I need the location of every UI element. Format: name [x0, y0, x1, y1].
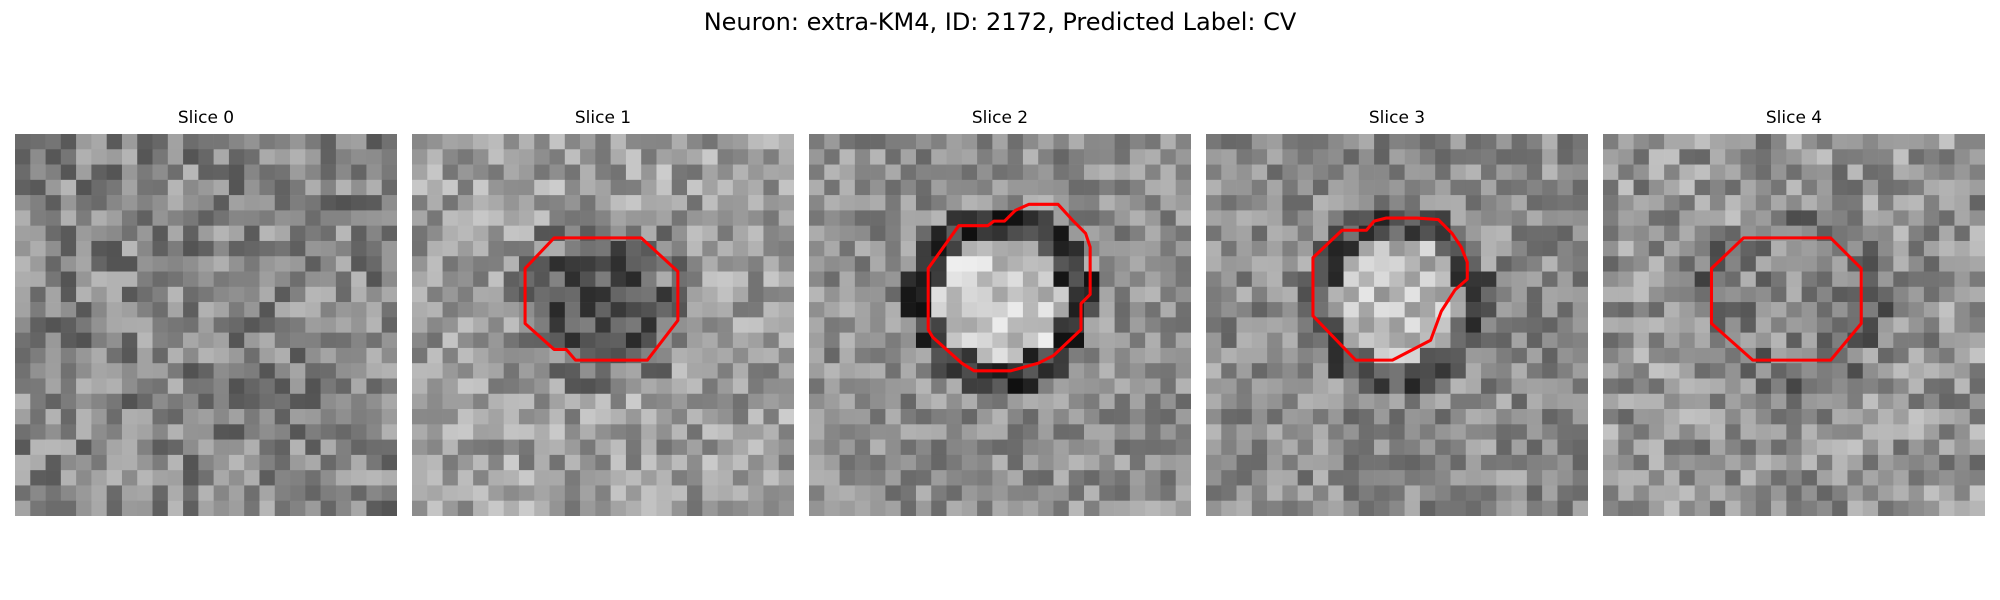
- roi-contour: [1709, 236, 1863, 362]
- slice-image-3: [1206, 134, 1588, 516]
- slice-image-1: [412, 134, 794, 516]
- slice-image-4: [1603, 134, 1985, 516]
- slice-title: Slice 0: [177, 108, 235, 128]
- roi-contour: [1311, 216, 1469, 362]
- roi-contour: [523, 236, 680, 362]
- slice-title: Slice 4: [1765, 108, 1823, 128]
- slice-title: Slice 2: [971, 108, 1029, 128]
- slice-image-0: [15, 134, 397, 516]
- slice-image-2: [809, 134, 1191, 516]
- slice-title: Slice 1: [574, 108, 632, 128]
- slice-title: Slice 3: [1368, 108, 1426, 128]
- roi-contour: [926, 202, 1092, 373]
- figure-title: Neuron: extra-KM4, ID: 2172, Predicted L…: [703, 8, 1297, 36]
